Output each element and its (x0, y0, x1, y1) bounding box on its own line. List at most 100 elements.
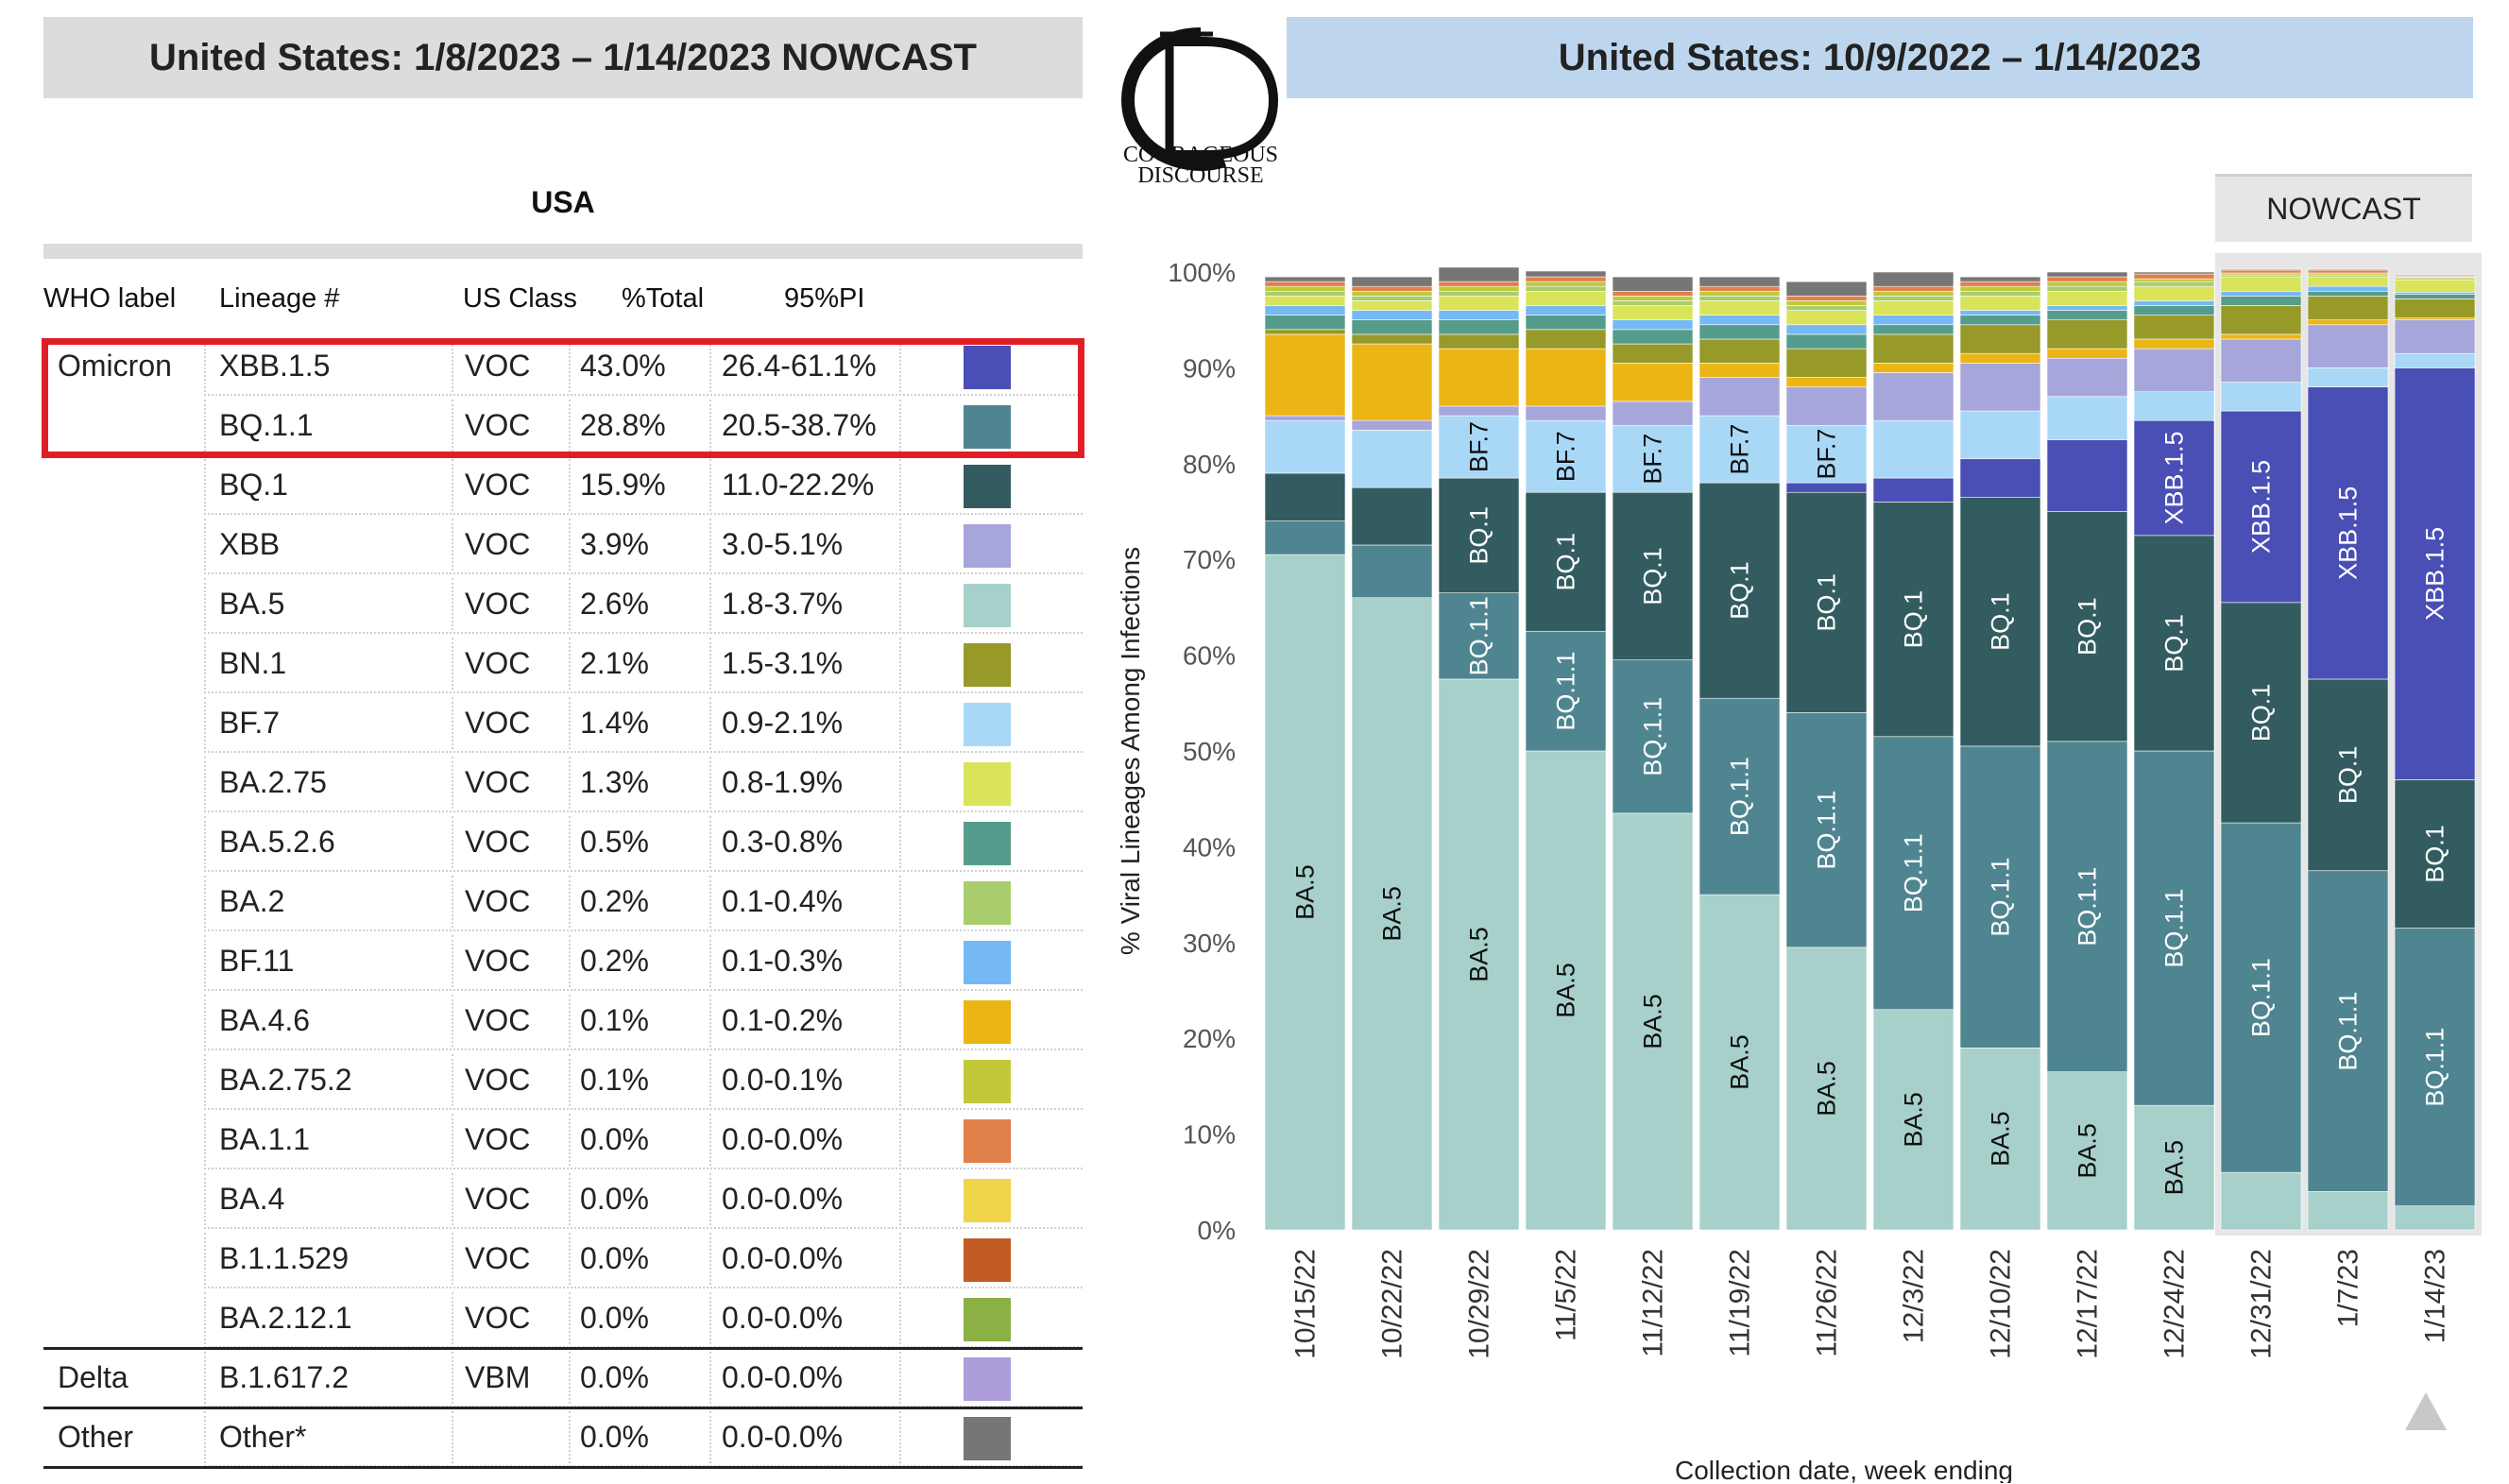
bar-segment (1785, 324, 1868, 335)
bar-segment (2307, 386, 2389, 680)
x-tick-label: 1/14/23 (2420, 1249, 2451, 1343)
bar-segment (2220, 382, 2302, 412)
bar-segment (2046, 319, 2128, 350)
bar-segment (1959, 276, 2041, 282)
bar-segment (1612, 305, 1694, 321)
bar-segment (1612, 319, 1694, 331)
cell-pct-total: 0.0% (580, 1420, 649, 1454)
column-divider (569, 578, 571, 630)
logo-text: COURAGEOUS DISCOURSE (1092, 144, 1309, 187)
bar-segment (1612, 343, 1694, 364)
color-swatch (964, 405, 1011, 449)
bar-segment (2220, 305, 2302, 335)
cell-us-class: VOC (465, 646, 531, 680)
bar-segment (2307, 285, 2389, 292)
bar-data-label: BQ.1.1 (1639, 697, 1667, 776)
bar-segment (1264, 415, 1346, 421)
column-divider (569, 1352, 571, 1404)
col-header-lineage: Lineage # (219, 283, 340, 314)
column-divider (204, 519, 206, 571)
bar-segment (2220, 296, 2302, 306)
column-divider (569, 400, 571, 452)
bar-segment (2394, 352, 2476, 368)
bar-segment (1959, 290, 2041, 297)
bar-segment (1264, 276, 1346, 282)
bar-segment (1785, 386, 1868, 426)
cell-us-class: VOC (465, 349, 531, 383)
bar-segment (2220, 822, 2302, 1173)
bar-segment (2307, 319, 2389, 326)
column-divider (569, 995, 571, 1047)
column-divider (452, 1292, 453, 1344)
row-divider (204, 989, 1083, 991)
region-title: USA (531, 185, 595, 219)
bar-segment (1351, 430, 1433, 488)
cell-us-class: VOC (465, 1182, 531, 1216)
table-row: BN.1 VOC 2.1% 1.5-3.1% (43, 634, 1083, 693)
x-tick-label: 11/19/22 (1725, 1249, 1756, 1357)
x-tick-label: 12/31/22 (2246, 1249, 2278, 1359)
bar-segment (2307, 272, 2389, 276)
bar-segment (2307, 269, 2389, 274)
bar-segment (2133, 1104, 2215, 1231)
table-row: BA.4.6 VOC 0.1% 0.1-0.2% (43, 991, 1083, 1050)
bar-segment (2220, 274, 2302, 278)
bar-segment (1612, 401, 1694, 426)
table-row: BA.4 VOC 0.0% 0.0-0.0% (43, 1169, 1083, 1229)
bar-segment (2046, 271, 2128, 278)
bar-data-label: BQ.1 (1552, 533, 1580, 591)
cell-95pi: 1.5-3.1% (722, 646, 844, 680)
cell-pct-total: 0.1% (580, 1003, 649, 1037)
y-tick-label: 90% (1183, 353, 1236, 383)
cell-95pi: 0.1-0.4% (722, 884, 844, 918)
bar-segment (1785, 348, 1868, 378)
bar-segment (2133, 750, 2215, 1106)
scroll-up-icon[interactable] (2405, 1392, 2447, 1430)
column-divider (204, 1173, 206, 1225)
left-banner-title: United States: 1/8/2023 – 1/14/2023 NOWC… (43, 17, 1083, 98)
bar-segment (1438, 319, 1520, 335)
color-swatch (964, 1357, 1011, 1401)
bar-segment (2307, 274, 2389, 278)
y-tick-label: 30% (1183, 929, 1236, 958)
bar-segment (1264, 285, 1346, 292)
table-row: Delta B.1.617.2 VBM 0.0% 0.0-0.0% (43, 1348, 1083, 1407)
bar-data-label: BQ.1.1 (2334, 992, 2363, 1071)
bar-segment (2307, 367, 2389, 387)
bar-segment (1438, 266, 1520, 282)
column-divider (899, 935, 901, 987)
cell-pct-total: 0.1% (580, 1063, 649, 1097)
bar-segment (1438, 333, 1520, 350)
cell-lineage: BA.4.6 (219, 1003, 311, 1037)
bar-segment (1525, 630, 1607, 752)
table-row: BA.2.75.2 VOC 0.1% 0.0-0.1% (43, 1050, 1083, 1110)
table-row: BF.11 VOC 0.2% 0.1-0.3% (43, 931, 1083, 991)
x-tick-label: 12/24/22 (2159, 1249, 2191, 1359)
bar-segment (1959, 1048, 2041, 1231)
bar-segment (1525, 405, 1607, 421)
cell-95pi: 0.0-0.0% (722, 1420, 844, 1454)
cell-lineage: BA.2.75.2 (219, 1063, 352, 1097)
bar-segment (1872, 324, 1954, 335)
bar-segment (1872, 502, 1954, 738)
column-divider (709, 459, 711, 511)
bar-segment (1351, 333, 1433, 345)
y-axis-label: % Viral Lineages Among Infections (1116, 547, 1145, 955)
cell-pct-total: 0.0% (580, 1301, 649, 1335)
cell-95pi: 26.4-61.1% (722, 349, 877, 383)
column-divider (899, 638, 901, 690)
cell-pct-total: 1.3% (580, 765, 649, 799)
column-divider (452, 697, 453, 749)
table-row: BA.1.1 VOC 0.0% 0.0-0.0% (43, 1110, 1083, 1169)
column-divider (709, 1054, 711, 1106)
cell-pct-total: 0.0% (580, 1241, 649, 1275)
bar-segment (2046, 511, 2128, 742)
table-row: Omicron XBB.1.5 VOC 43.0% 26.4-61.1% (43, 336, 1083, 396)
column-divider (569, 340, 571, 392)
column-divider (204, 1352, 206, 1404)
bar-segment (1438, 348, 1520, 407)
column-divider (569, 935, 571, 987)
bar-segment (2133, 278, 2215, 282)
bar-segment (2046, 1071, 2128, 1231)
cell-95pi: 3.0-5.1% (722, 527, 844, 561)
